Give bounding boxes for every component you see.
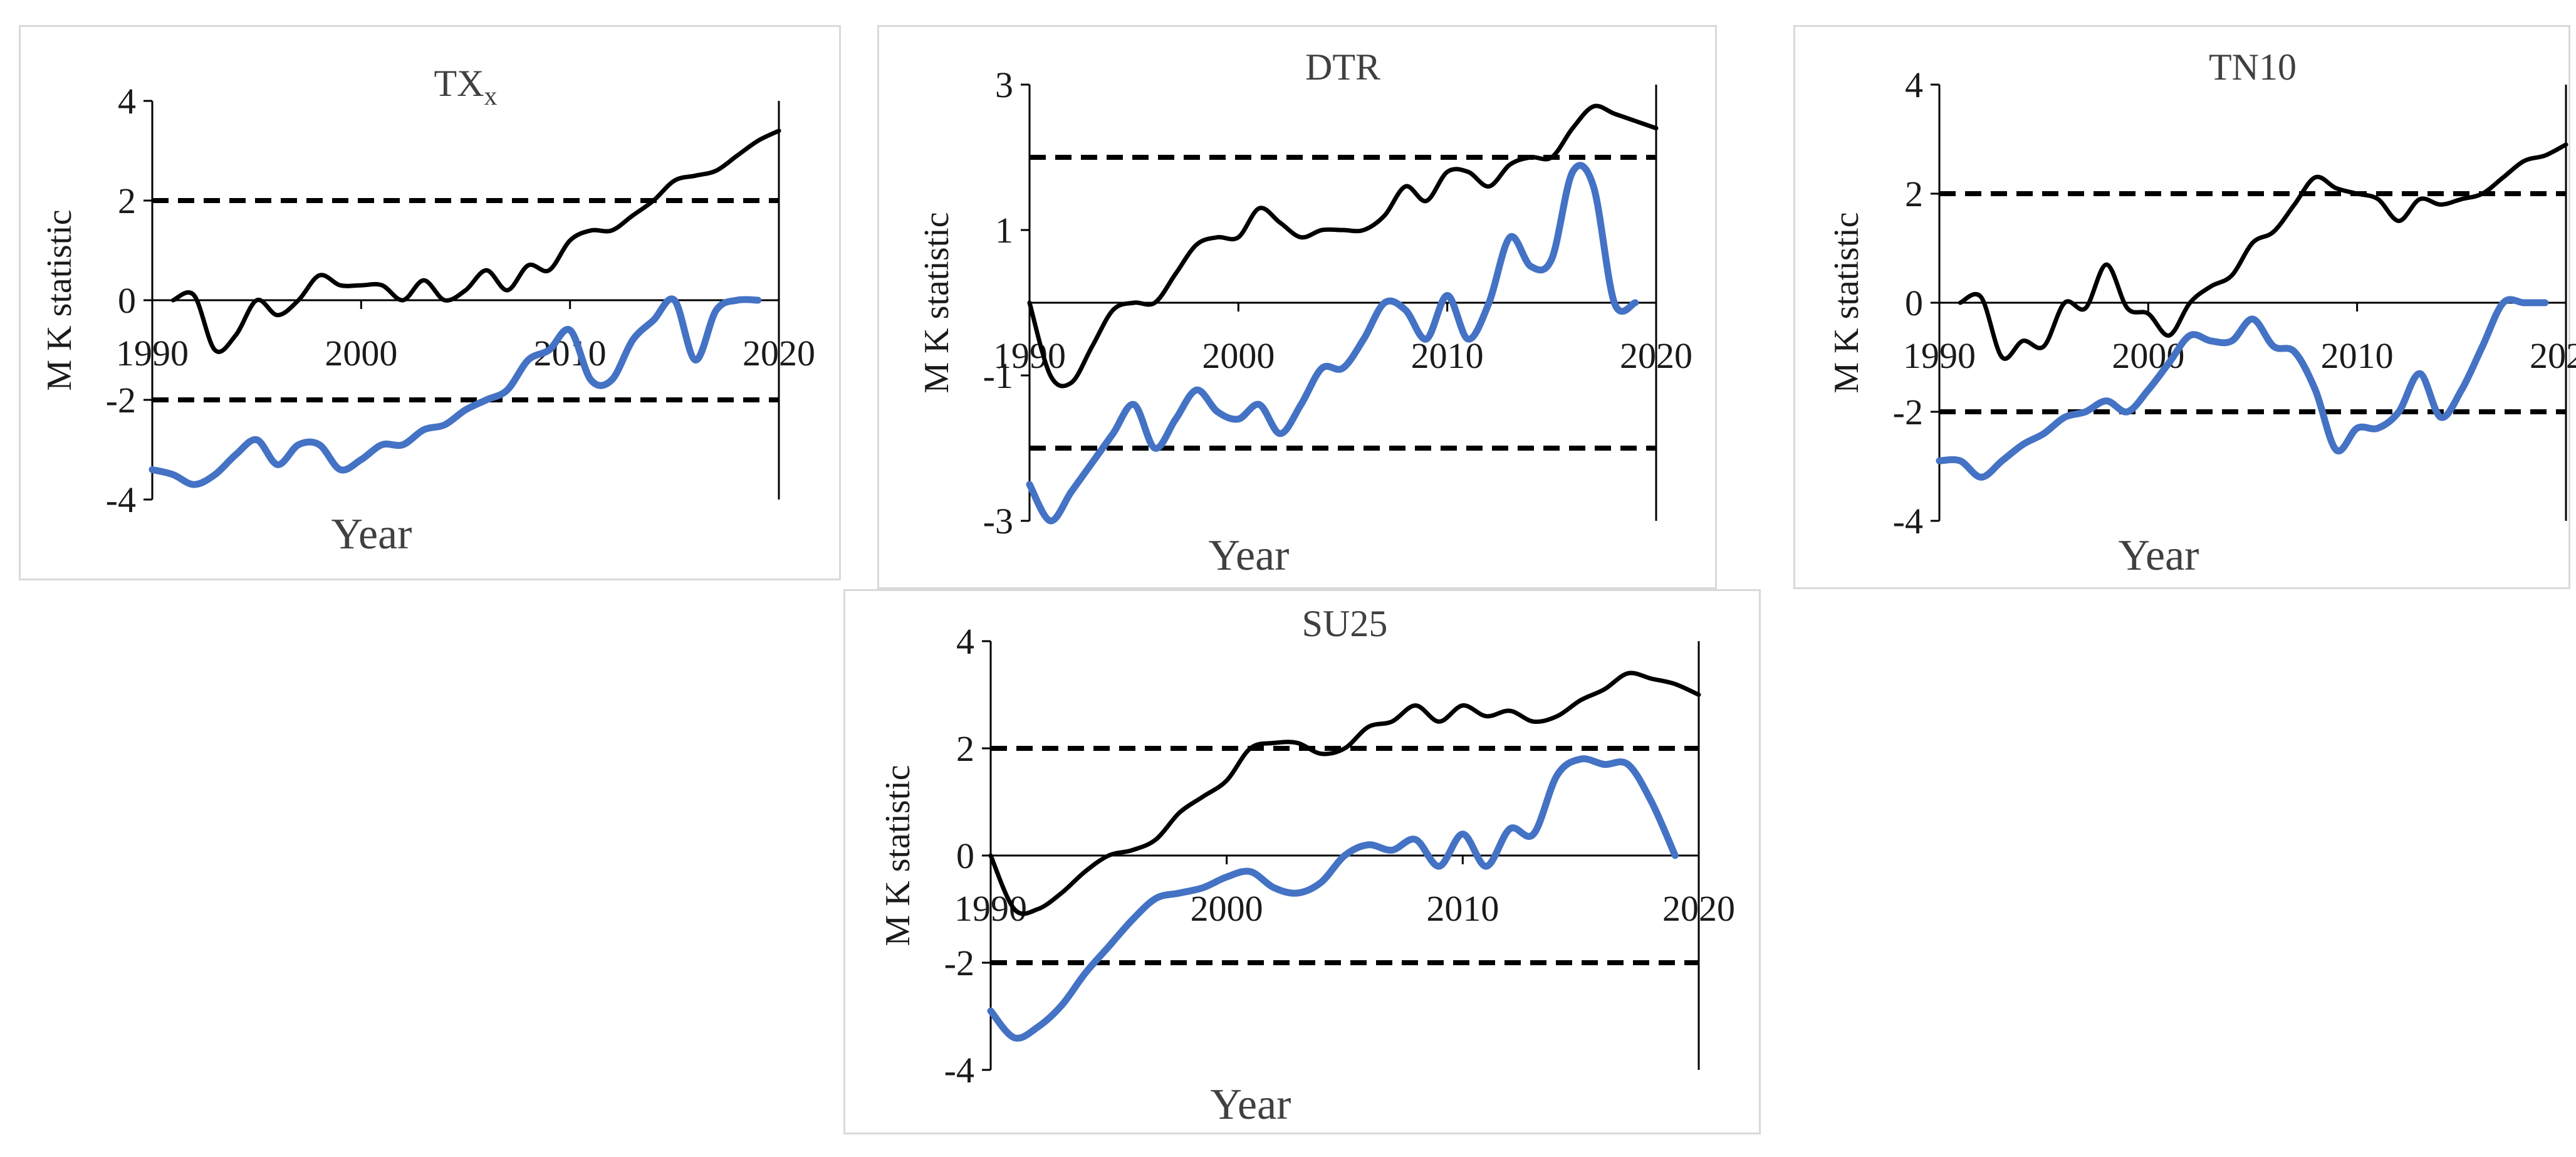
- y-tick-label: 0: [118, 280, 136, 321]
- chart-title: DTR: [1305, 46, 1380, 88]
- y-tick-label: 3: [995, 65, 1013, 105]
- y-tick-label: 0: [1905, 283, 1923, 323]
- series-line-backward: [987, 755, 1679, 1042]
- x-tick-label: 2020: [2530, 335, 2576, 376]
- x-tick-label: 1990: [993, 335, 1066, 376]
- y-tick-label: -2: [106, 380, 136, 421]
- y-tick-label: -3: [983, 501, 1013, 542]
- x-tick-label: 2010: [2321, 335, 2394, 376]
- y-tick-label: 4: [1905, 65, 1923, 105]
- x-tick-label: 2000: [1202, 335, 1275, 376]
- y-tick-label: -4: [944, 1050, 974, 1091]
- chart-title: TXx: [434, 63, 498, 111]
- y-tick-label: -4: [1893, 501, 1923, 542]
- y-tick-label: 1: [995, 210, 1013, 251]
- y-tick-label: -2: [1893, 392, 1923, 432]
- chart-panel-dtr: 3 1 -1 -3 1990 2000 2010 2020 DTR Year M K statist…: [877, 25, 1717, 589]
- series-line-forward: [170, 128, 781, 354]
- x-tick-label: 2000: [325, 333, 397, 374]
- y-tick-label: -2: [944, 943, 974, 983]
- y-tick-label: -4: [106, 479, 136, 520]
- chart-title-subscript: x: [484, 82, 497, 111]
- y-tick-label: 2: [1905, 174, 1923, 214]
- x-axis-label: Year: [2119, 531, 2199, 580]
- y-tick-label: 4: [118, 81, 136, 122]
- series-line-forward: [1027, 103, 1659, 389]
- chart-panel-tn10: 420-2-41990200020102020TN10YearM K stati…: [1793, 25, 2576, 589]
- series-line-backward: [149, 295, 762, 488]
- chart-panel-su25: 4 2 0 -2 -4 1990 2000 2010 2020 SU25 Year M K stati…: [843, 589, 1761, 1134]
- x-tick-label: 2010: [1426, 888, 1499, 929]
- chart-tn10: 420-2-41990200020102020TN10YearM K stati…: [1827, 46, 2576, 580]
- chart-title: SU25: [1302, 603, 1388, 644]
- x-tick-label: 2000: [1191, 888, 1263, 929]
- x-axis-label: Year: [1211, 1081, 1291, 1129]
- y-tick-label: 0: [956, 835, 974, 876]
- y-axis-label: M K statistic: [40, 209, 79, 390]
- y-axis-label: M K statistic: [1827, 212, 1866, 393]
- chart-title: TN10: [2209, 46, 2297, 88]
- series-line-backward: [1936, 296, 2549, 481]
- series-line-forward: [988, 671, 1701, 916]
- x-axis-label: Year: [1209, 531, 1290, 580]
- x-tick-label: 1990: [116, 333, 189, 374]
- series-line-backward: [1026, 162, 1639, 525]
- x-tick-label: 2020: [1620, 335, 1692, 376]
- y-axis-label: M K statistic: [879, 765, 917, 946]
- chart-panel-txx: 4 2 0 -2 -4 1990 2000 2010 2020 TXx Year M K statis…: [19, 25, 841, 580]
- x-axis-label: Year: [331, 510, 412, 558]
- y-tick-label: 4: [956, 621, 974, 662]
- x-tick-label: 2020: [1662, 888, 1735, 929]
- y-tick-label: -1: [983, 355, 1013, 396]
- x-tick-label: 2020: [743, 333, 815, 374]
- x-tick-label: 1990: [1903, 335, 1976, 376]
- series-line-forward: [1958, 142, 2568, 361]
- y-tick-label: 2: [956, 728, 974, 769]
- y-axis-label: M K statistic: [917, 212, 956, 393]
- y-tick-label: 2: [118, 181, 136, 221]
